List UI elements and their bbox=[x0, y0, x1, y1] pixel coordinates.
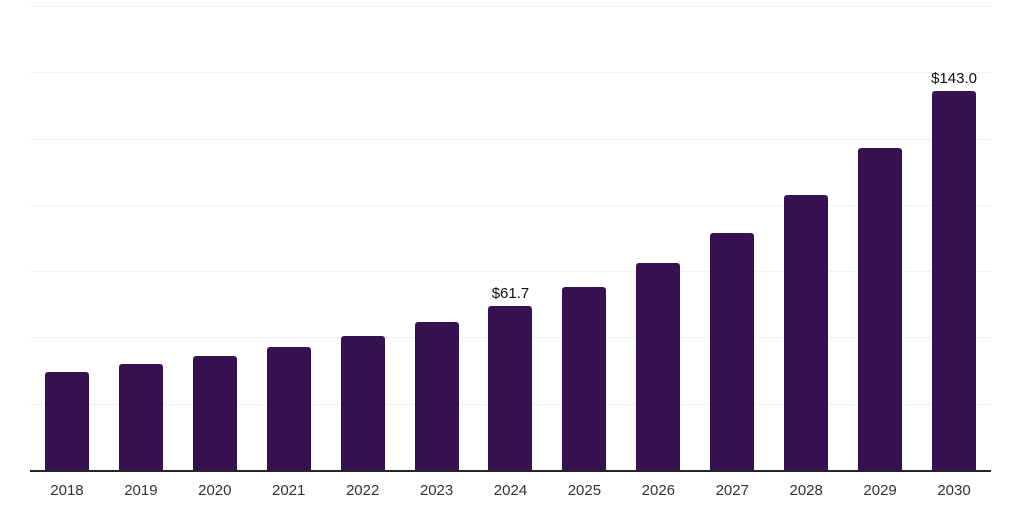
bar-slot-2020 bbox=[178, 6, 252, 470]
bar-2027 bbox=[710, 233, 755, 470]
gridline-125 bbox=[30, 138, 991, 140]
bar-2019 bbox=[118, 363, 163, 470]
bar-2018 bbox=[44, 371, 89, 470]
bars-row: $61.7 $143.0 bbox=[30, 6, 991, 470]
x-axis-label-2028: 2028 bbox=[789, 482, 823, 499]
gridline-150 bbox=[30, 72, 991, 74]
bar-2024 bbox=[488, 306, 533, 470]
bar-2030 bbox=[932, 90, 977, 470]
bar-2028 bbox=[784, 194, 829, 470]
x-axis-label-2026: 2026 bbox=[641, 482, 676, 499]
bar-slot-2027 bbox=[695, 6, 769, 470]
bar-value-label-2030: $143.0 bbox=[931, 69, 977, 87]
x-axis-label-2030: 2030 bbox=[937, 482, 971, 499]
bar-slot-2025 bbox=[547, 6, 621, 470]
x-axis-label-2025: 2025 bbox=[567, 482, 602, 499]
bar-slot-2029 bbox=[843, 6, 917, 470]
bar-slot-2022 bbox=[326, 6, 400, 470]
x-axis-label-2029: 2029 bbox=[863, 482, 897, 499]
bar-2029 bbox=[858, 148, 903, 470]
bar-slot-2019 bbox=[104, 6, 178, 470]
x-axis-label-2021: 2021 bbox=[272, 482, 306, 499]
x-axis-label-2019: 2019 bbox=[124, 482, 158, 499]
gridline-175 bbox=[30, 6, 991, 7]
bar-slot-2021 bbox=[252, 6, 326, 470]
x-axis-label-2027: 2027 bbox=[715, 482, 749, 499]
bar-2020 bbox=[192, 355, 237, 470]
x-axis-line bbox=[30, 470, 991, 472]
bar-2022 bbox=[340, 336, 385, 470]
x-axis-label-2022: 2022 bbox=[345, 482, 380, 499]
x-axis-label-2020: 2020 bbox=[198, 482, 232, 499]
x-axis-labels: 2018 2019 2020 2021 2022 2023 2024 2025 2026 2027… bbox=[30, 482, 991, 500]
bar-2023 bbox=[414, 322, 459, 470]
bar-slot-2024: $61.7 bbox=[474, 6, 548, 470]
x-axis-label-2023: 2023 bbox=[419, 482, 454, 499]
bar-2026 bbox=[636, 262, 681, 470]
bar-slot-2023 bbox=[400, 6, 474, 470]
gridline-75 bbox=[30, 271, 991, 273]
plot-area: $61.7 $143.0 bbox=[30, 6, 991, 472]
bar-slot-2026 bbox=[621, 6, 695, 470]
bar-value-label-2024: $61.7 bbox=[491, 285, 530, 303]
bar-slot-2018 bbox=[30, 6, 104, 470]
gridline-100 bbox=[30, 204, 991, 206]
bar-slot-2030: $143.0 bbox=[917, 6, 991, 470]
x-axis-label-2024: 2024 bbox=[493, 482, 528, 499]
bar-2021 bbox=[266, 346, 311, 470]
bar-slot-2028 bbox=[769, 6, 843, 470]
bar-2025 bbox=[562, 286, 607, 470]
x-axis-label-2018: 2018 bbox=[50, 482, 84, 499]
